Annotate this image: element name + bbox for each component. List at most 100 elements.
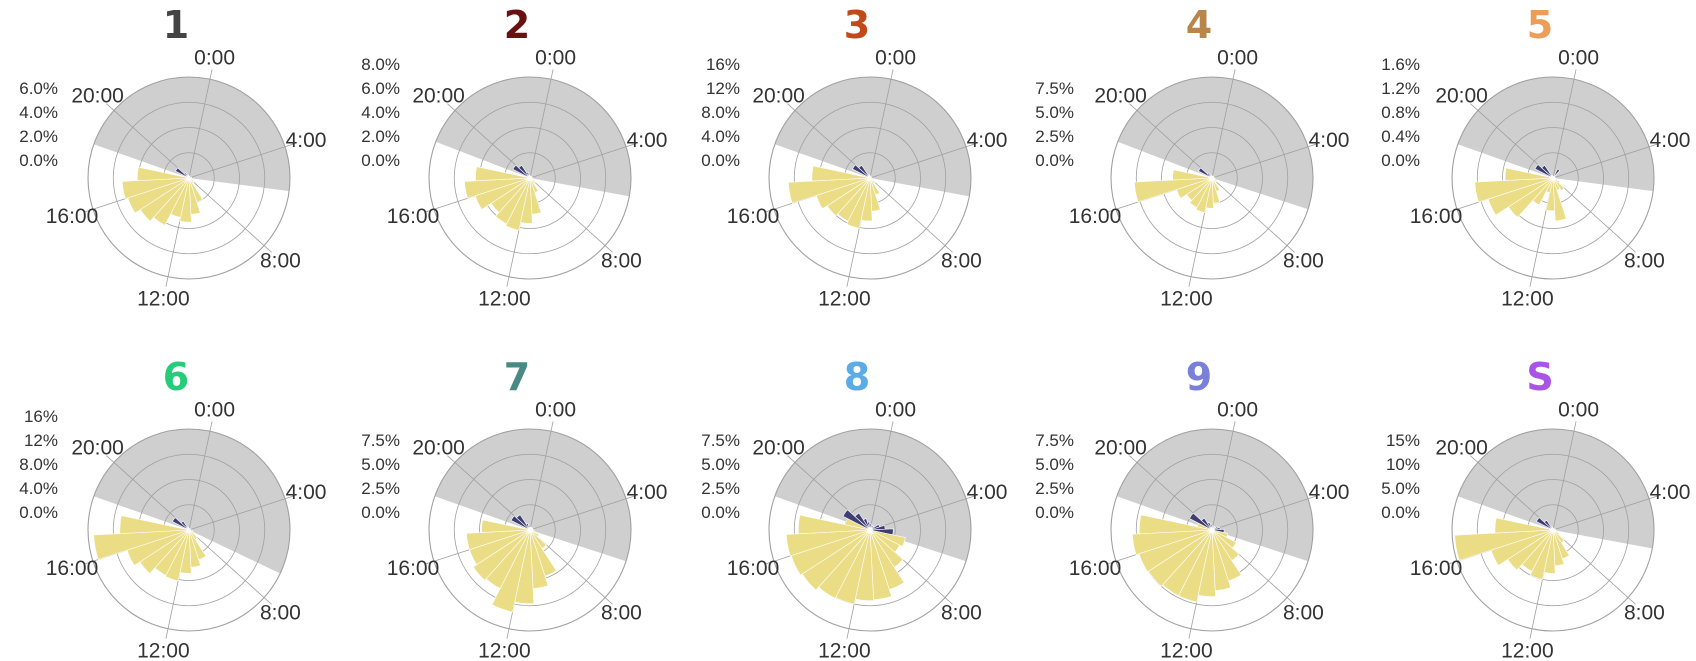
time-label: 20:00 <box>1094 437 1147 460</box>
grid-circle <box>1451 428 1655 632</box>
hour-bar-22 <box>1209 523 1213 531</box>
grid-circle <box>1502 127 1604 229</box>
hour-bar-16 <box>787 177 871 204</box>
panel-title: S <box>1526 355 1553 399</box>
radial-tick-label: 4.0% <box>19 103 58 122</box>
radial-tick-label: 5.0% <box>1381 479 1420 498</box>
time-label: 4:00 <box>1309 481 1350 504</box>
night-band <box>1116 428 1314 562</box>
time-label: 4:00 <box>967 481 1008 504</box>
grid-circle <box>87 428 291 632</box>
time-label: 12:00 <box>1501 639 1554 661</box>
radial-tick-label: 7.5% <box>1035 431 1074 450</box>
time-label: 4:00 <box>627 129 668 152</box>
hour-bar-20 <box>854 512 871 531</box>
radial-tick-label: 8.0% <box>361 55 400 74</box>
time-label: 8:00 <box>941 249 982 272</box>
grid-spoke <box>529 495 636 531</box>
polar-panel-4: 40:00 4:00 8:00 12:00 16:00 20:00 7.5% 5.0% 2.5%… <box>1035 3 1349 310</box>
time-label: 12:00 <box>1501 287 1554 310</box>
grid-circle <box>1476 453 1630 607</box>
grid-spoke <box>529 69 554 179</box>
time-label: 16:00 <box>46 205 99 228</box>
polar-panel-1: 10:00 4:00 8:00 12:00 16:00 20:00 6.0% 4.0% 2.0%… <box>19 3 326 310</box>
hour-bar-19 <box>1189 512 1213 531</box>
night-band <box>1117 76 1314 210</box>
radial-tick-label: 0.0% <box>19 151 58 170</box>
grid-spoke <box>188 421 213 531</box>
hour-bar-16 <box>1474 177 1554 203</box>
night-band <box>93 76 291 192</box>
panel-title: 3 <box>844 3 870 47</box>
hour-bar-16 <box>1132 529 1213 556</box>
radial-tick-label: 5.0% <box>1035 455 1074 474</box>
hour-bar-11 <box>179 177 192 223</box>
radial-tick-label: 6.0% <box>19 79 58 98</box>
time-label: 16:00 <box>1410 557 1463 580</box>
time-label: 12:00 <box>478 287 531 310</box>
polar-panel-8: 80:00 4:00 8:00 12:00 16:00 20:00 7.5% 5.0% 2.5%… <box>701 355 1007 661</box>
hour-bar-19 <box>842 509 871 531</box>
time-label: 8:00 <box>260 249 301 272</box>
time-label: 8:00 <box>1283 249 1324 272</box>
night-band <box>93 428 290 574</box>
radial-tick-label: 0.0% <box>19 503 58 522</box>
hour-bar-19 <box>512 164 531 179</box>
radial-tick-label: 12% <box>706 79 740 98</box>
hour-bar-19 <box>510 515 531 531</box>
grid-circle <box>1451 76 1655 280</box>
radial-tick-label: 10% <box>1386 455 1420 474</box>
time-label: 0:00 <box>194 399 235 422</box>
grid-spoke <box>1552 421 1577 531</box>
grid-circle <box>1110 76 1314 280</box>
time-label: 0:00 <box>535 47 576 70</box>
grid-spoke <box>529 143 636 179</box>
hour-bar-23 <box>529 175 531 179</box>
radial-tick-label: 7.5% <box>361 431 400 450</box>
time-label: 12:00 <box>137 639 190 661</box>
time-label: 12:00 <box>1160 639 1213 661</box>
radial-tick-label: 5.0% <box>1035 103 1074 122</box>
grid-circle <box>1161 127 1263 229</box>
grid-spoke <box>869 69 894 179</box>
polar-panel-5: 50:00 4:00 8:00 12:00 16:00 20:00 1.6% 1.2% 0.8%… <box>1381 3 1690 310</box>
hour-bar-20 <box>858 164 871 179</box>
hour-bar-23 <box>869 175 871 179</box>
time-label: 16:00 <box>1069 205 1122 228</box>
radial-tick-label: 2.5% <box>1035 479 1074 498</box>
grid-circle <box>793 453 947 607</box>
hour-bar-17 <box>136 166 190 182</box>
hour-bar-12 <box>1529 529 1554 580</box>
time-label: 0:00 <box>194 47 235 70</box>
time-label: 12:00 <box>1160 287 1213 310</box>
polar-panel-7: 70:00 4:00 8:00 12:00 16:00 20:00 7.5% 5.0% 2.5%… <box>361 355 667 661</box>
time-label: 0:00 <box>875 47 916 70</box>
hour-bar-23 <box>1211 525 1214 531</box>
radial-tick-label: 2.0% <box>19 127 58 146</box>
grid-circle <box>112 101 266 255</box>
hour-bar-12 <box>505 177 531 231</box>
hour-bar-17 <box>1138 514 1213 535</box>
time-label: 16:00 <box>387 205 440 228</box>
time-label: 0:00 <box>875 399 916 422</box>
radial-tick-label: 5.0% <box>701 455 740 474</box>
radial-tick-label: 1.6% <box>1381 55 1420 74</box>
radial-tick-label: 0.0% <box>701 503 740 522</box>
panel-title: 4 <box>1186 3 1212 47</box>
time-label: 20:00 <box>412 85 465 108</box>
grid-circle <box>793 101 947 255</box>
time-label: 8:00 <box>1624 249 1665 272</box>
hour-bar-12 <box>846 177 871 229</box>
hour-bar-19 <box>171 517 190 531</box>
hour-bar-16 <box>1134 177 1213 203</box>
time-label: 12:00 <box>818 287 871 310</box>
time-label: 4:00 <box>1309 129 1350 152</box>
grid-spoke <box>1211 495 1318 531</box>
time-label: 0:00 <box>535 399 576 422</box>
panel-title: 5 <box>1527 3 1553 47</box>
time-label: 20:00 <box>412 437 465 460</box>
grid-spoke <box>1211 421 1236 531</box>
hour-bar-20 <box>1543 519 1554 531</box>
hour-bar-16 <box>464 177 531 199</box>
hour-bar-16 <box>1454 529 1554 561</box>
